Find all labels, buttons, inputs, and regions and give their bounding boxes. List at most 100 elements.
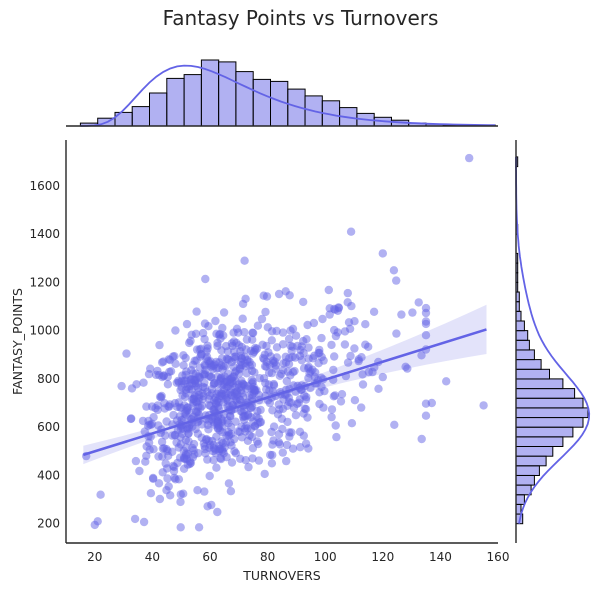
scatter-point	[213, 341, 222, 351]
scatter-point	[154, 452, 163, 461]
scatter-point	[304, 444, 313, 453]
right-histogram-bar	[515, 455, 547, 467]
scatter-point	[231, 417, 240, 426]
scatter-point	[389, 266, 399, 275]
scatter-point	[253, 437, 262, 446]
scatter-point	[247, 366, 257, 376]
scatter-point	[239, 412, 248, 422]
scatter-point	[261, 307, 270, 317]
x-tick-label: 140	[429, 550, 452, 564]
scatter-point	[233, 427, 243, 436]
scatter-point	[171, 430, 180, 440]
scatter-point	[236, 351, 246, 360]
scatter-point	[302, 335, 311, 344]
scatter-point	[169, 410, 178, 420]
right-histogram-bar	[515, 494, 525, 505]
right-histogram-bar	[515, 320, 525, 332]
scatter-point	[211, 316, 220, 326]
scatter-point	[264, 368, 274, 377]
scatter-point	[343, 358, 353, 367]
scatter-point	[319, 403, 328, 412]
top-histogram-bar	[218, 61, 237, 127]
scatter-point	[214, 387, 223, 396]
scatter-point	[228, 372, 237, 382]
scatter-point	[344, 318, 354, 327]
right-histogram-bar	[515, 484, 532, 496]
scatter-point	[392, 276, 401, 285]
scatter-point	[269, 436, 278, 445]
right-histogram-bar	[515, 446, 554, 457]
scatter-point	[168, 352, 178, 361]
scatter-point	[255, 429, 264, 438]
scatter-point	[198, 389, 207, 398]
scatter-point	[179, 351, 188, 360]
scatter-point	[170, 473, 179, 483]
y-tick-label: 1200	[29, 275, 60, 289]
scatter-point	[181, 370, 190, 380]
scatter-point	[172, 402, 182, 411]
scatter-point	[414, 298, 423, 307]
y-tick-label: 800	[37, 372, 60, 386]
right-kde-curve	[515, 156, 591, 524]
scatter-point	[179, 489, 188, 498]
scatter-point	[346, 227, 356, 236]
scatter-point	[211, 445, 220, 454]
y-axis-label: FANTASY_POINTS	[10, 288, 25, 395]
scatter-point	[198, 328, 208, 338]
x-tick-label: 20	[87, 550, 102, 564]
scatter-point	[336, 397, 346, 406]
scatter-point	[146, 364, 155, 373]
scatter-point	[200, 319, 210, 328]
scatter-point	[295, 427, 305, 436]
scatter-point	[155, 340, 164, 350]
scatter-point	[199, 369, 208, 379]
scatter-point	[117, 381, 126, 391]
scatter-point	[191, 329, 201, 338]
scatter-point	[358, 380, 368, 389]
scatter-point	[287, 428, 296, 437]
scatter-point	[369, 307, 379, 316]
scatter-point	[247, 360, 257, 370]
scatter-point	[278, 424, 287, 434]
scatter-point	[269, 379, 278, 389]
scatter-point	[216, 454, 226, 464]
scatter-point	[172, 378, 181, 387]
scatter-point	[257, 314, 267, 324]
scatter-point	[220, 377, 230, 387]
scatter-point	[183, 403, 192, 413]
scatter-point	[241, 294, 250, 303]
scatter-point	[268, 450, 277, 460]
scatter-point	[242, 421, 251, 430]
scatter-point	[165, 400, 175, 409]
scatter-point	[378, 372, 387, 382]
scatter-point	[417, 351, 426, 360]
scatter-point	[234, 328, 243, 337]
scatter-point	[392, 329, 401, 338]
scatter-point	[227, 390, 236, 400]
scatter-point	[157, 358, 167, 367]
scatter-point	[189, 439, 199, 449]
top-histogram-bar	[235, 71, 254, 127]
scatter-point	[331, 421, 340, 430]
scatter-point	[93, 517, 102, 526]
scatter-point	[163, 474, 172, 483]
scatter-point	[239, 380, 248, 389]
scatter-point	[358, 370, 367, 379]
scatter-point	[142, 442, 151, 451]
right-histogram-bar	[515, 378, 564, 390]
scatter-point	[176, 497, 185, 507]
scatter-point	[207, 372, 216, 382]
scatter-point	[157, 391, 166, 401]
right-histogram-bar	[515, 310, 522, 322]
scatter-point	[310, 372, 319, 381]
right-histogram-bar	[515, 426, 574, 438]
scatter-point	[268, 387, 278, 396]
scatter-point	[300, 404, 309, 413]
scatter-point	[317, 333, 326, 343]
right-histogram-bar	[515, 465, 540, 476]
scatter-point	[219, 308, 229, 317]
scatter-point	[96, 490, 105, 499]
scatter-point	[330, 352, 339, 361]
scatter-point	[421, 303, 431, 313]
